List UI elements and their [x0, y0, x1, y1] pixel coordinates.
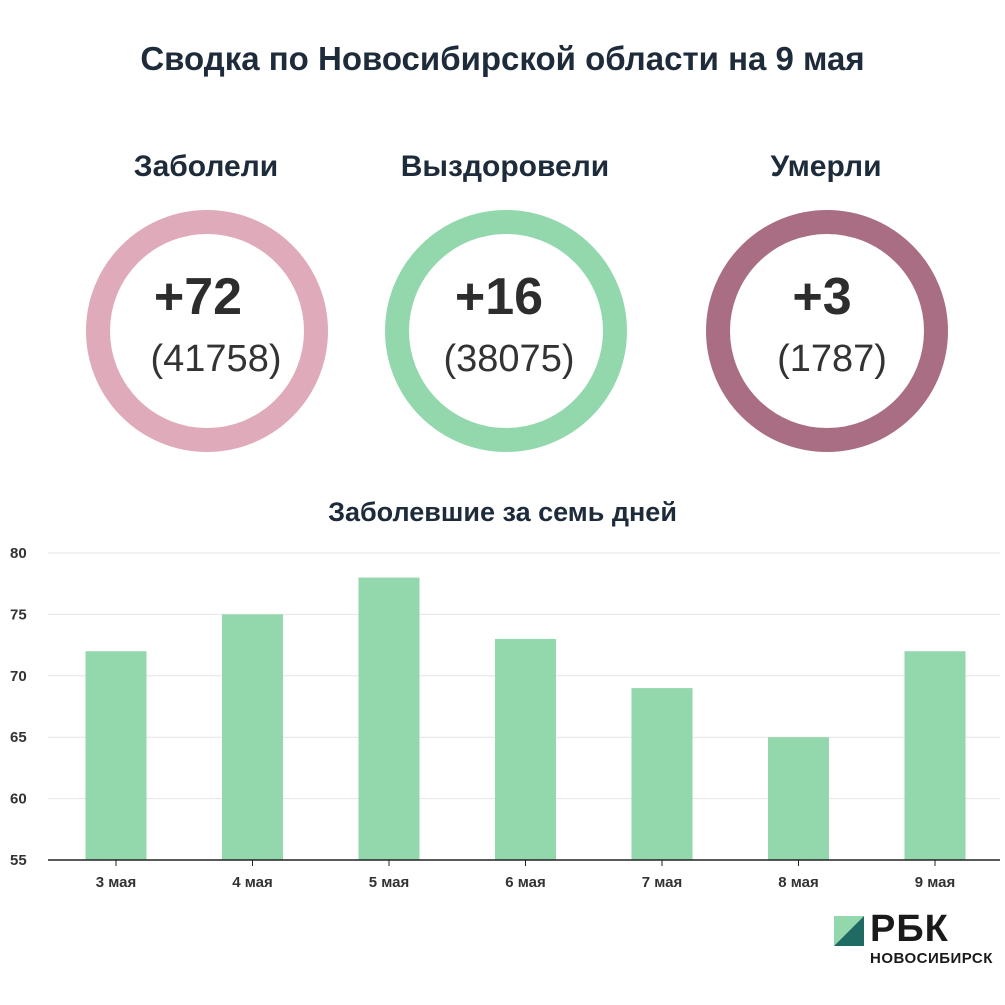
x-tick-label: 9 мая — [915, 874, 956, 891]
stat-delta: +3 — [792, 268, 852, 326]
bar-5 — [631, 688, 693, 860]
stat-label: Умерли — [770, 150, 882, 183]
stat-total: (38075) — [443, 338, 575, 380]
ring-deaths — [706, 210, 948, 452]
stat-label: Выздоровели — [400, 150, 610, 183]
bar-7 — [904, 651, 966, 860]
y-tick-label: 65 — [10, 729, 27, 746]
stat-recovered: Выздоровели +16 (38075) — [355, 145, 655, 465]
x-tick-label: 3 мая — [96, 874, 137, 891]
y-tick-label: 55 — [10, 852, 27, 869]
ring-infected — [86, 210, 328, 452]
y-tick-label: 60 — [10, 791, 27, 808]
x-tick-label: 5 мая — [369, 874, 410, 891]
page-title: Сводка по Новосибирской области на 9 мая — [140, 40, 865, 77]
x-tick-label: 6 мая — [505, 874, 546, 891]
stat-infected: Заболели +72 (41758) — [56, 145, 356, 465]
ring-recovered — [385, 210, 627, 452]
rbc-logo-icon — [834, 916, 864, 946]
x-tick-label: 7 мая — [642, 874, 683, 891]
bar-3 — [358, 577, 420, 860]
rbc-logo: РБК НОВОСИБИРСК — [832, 908, 997, 972]
stat-delta: +16 — [454, 268, 544, 326]
bar-2 — [222, 614, 283, 860]
x-tick-label: 4 мая — [232, 874, 273, 891]
bar-6 — [768, 737, 829, 860]
y-tick-label: 80 — [10, 545, 27, 562]
stat-delta: +72 — [153, 268, 243, 326]
stat-total: (41758) — [150, 338, 282, 380]
x-tick-label: 8 мая — [778, 874, 819, 891]
y-tick-label: 75 — [10, 606, 27, 623]
bar-1 — [85, 651, 147, 860]
logo-brand: РБК — [870, 908, 949, 950]
chart-title: Заболевшие за семь дней — [328, 497, 677, 527]
bar-4 — [495, 638, 556, 860]
stat-total: (1787) — [777, 338, 887, 380]
y-tick-label: 70 — [10, 668, 27, 685]
bar-chart: 55 60 65 70 75 80 3 мая 4 мая 5 мая 6 мая 7 мая 8 м… — [10, 545, 1000, 891]
logo-subtitle: НОВОСИБИРСК — [870, 950, 993, 967]
stat-deaths: Умерли +3 (1787) — [676, 145, 976, 465]
stat-label: Заболели — [133, 150, 279, 183]
